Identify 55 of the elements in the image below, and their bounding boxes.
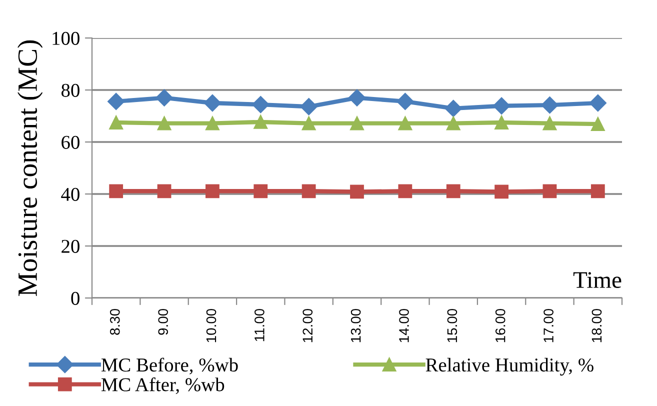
point [254, 184, 268, 198]
point [494, 184, 508, 199]
point [590, 117, 605, 132]
y-tick-label: 0 [71, 292, 80, 305]
point [541, 96, 558, 114]
x-tick-label: 11.00 [254, 308, 264, 342]
legend-label: MC Before, %wb [101, 358, 238, 374]
x-tick-label: 18.00 [592, 308, 602, 342]
point [446, 116, 460, 130]
x-tick-label: 9.00 [158, 308, 168, 335]
point [446, 184, 460, 198]
x-tick-label: 12.00 [302, 308, 313, 342]
point [350, 184, 364, 199]
y-tick-label: 20 [62, 240, 80, 253]
point [157, 116, 172, 130]
x-tick-label: 17.00 [544, 308, 554, 342]
point [589, 94, 606, 112]
point [156, 89, 173, 106]
point [206, 184, 220, 198]
x-tick-label: 15.00 [447, 308, 458, 342]
legend-label: Relative Humidity, % [426, 358, 594, 376]
point [494, 116, 508, 130]
y-tick-label: 40 [61, 188, 80, 201]
y-tick-label: 80 [61, 84, 80, 97]
point [109, 116, 124, 130]
point [444, 100, 462, 118]
point [492, 97, 510, 114]
legend-label: MC After, %wb [101, 377, 224, 394]
x-axis-title: Time [573, 272, 622, 288]
point [254, 115, 268, 129]
point [542, 116, 557, 130]
point [157, 184, 172, 198]
point [348, 89, 366, 106]
x-tick-label: 16.00 [495, 308, 506, 342]
point [109, 184, 124, 198]
y-axis-title: Moisture content (MC) [18, 40, 43, 296]
point [206, 116, 220, 130]
y-tick-label: 60 [62, 136, 80, 149]
point [590, 184, 605, 198]
point [398, 184, 412, 198]
point [302, 116, 316, 130]
point [302, 184, 316, 198]
point [396, 92, 414, 110]
point [350, 116, 364, 130]
x-tick-label: 8.30 [110, 308, 120, 335]
point [398, 116, 412, 130]
x-tick-label: 10.00 [206, 308, 216, 342]
point [300, 98, 318, 116]
point [108, 92, 125, 110]
point [252, 96, 270, 114]
point [204, 94, 222, 112]
y-tick-label: 100 [52, 32, 80, 45]
x-tick-label: 14.00 [399, 308, 409, 342]
point [542, 184, 557, 198]
x-tick-label: 13.00 [350, 308, 361, 342]
